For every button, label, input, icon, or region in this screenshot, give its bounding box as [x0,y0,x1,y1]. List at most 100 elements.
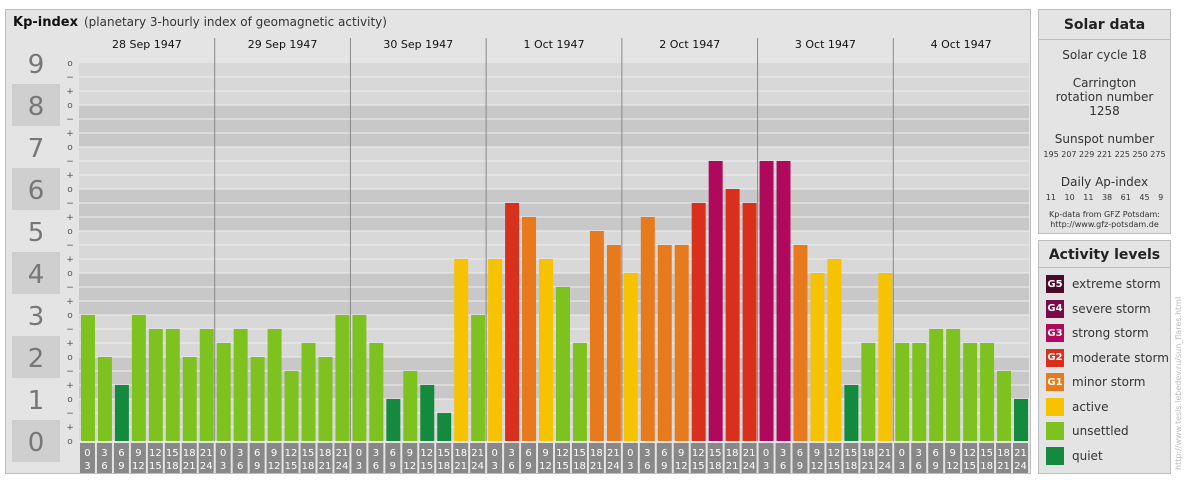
interval-start-label: 21 [607,448,620,459]
activity-level-label: extreme storm [1072,277,1161,291]
kp-bar [352,315,367,441]
interval-start-label: 18 [454,448,467,459]
kp-bar [810,273,825,441]
ap-label: Daily Ap-index [1060,175,1149,189]
kp-bar [623,273,638,441]
solar-data-heading: Solar data [1063,17,1146,33]
interval-end-label: 18 [302,461,315,472]
chart-title: Kp-index (planetary 3-hourly index of geo… [13,15,387,30]
interval-end-label: 24 [878,461,891,472]
interval-start-label: 15 [845,448,858,459]
interval-start-label: 9 [814,448,820,459]
minor-tick-label: − [66,115,74,125]
interval-end-label: 24 [607,461,620,472]
interval-label-bg [351,443,367,473]
minor-tick-label: o [67,311,73,321]
interval-end-label: 6 [780,461,786,472]
interval-end-label: 12 [946,461,959,472]
interval-start-label: 12 [285,448,298,459]
interval-end-label: 21 [997,461,1010,472]
interval-label-bg [707,443,723,473]
interval-start-label: 3 [644,448,650,459]
interval-end-label: 9 [118,461,124,472]
interval-start-label: 12 [556,448,569,459]
interval-label-bg [385,443,401,473]
minor-tick-label: + [66,87,74,97]
minor-tick-label: + [66,339,74,349]
interval-label-bg [571,443,587,473]
interval-end-label: 18 [166,461,179,472]
minor-tick-label: + [66,381,74,391]
ap-values: 11 10 11 38 61 45 9 [1045,193,1164,202]
interval-end-label: 9 [661,461,667,472]
interval-start-label: 18 [861,448,874,459]
y-tick-label: 3 [28,302,45,332]
minor-tick-label: o [67,437,73,447]
interval-label-bg [673,443,689,473]
minor-tick-label: + [66,213,74,223]
interval-label-bg [979,443,995,473]
interval-end-label: 21 [726,461,739,472]
kp-bar [946,328,961,441]
y-label-band [12,378,60,420]
interval-label-bg [521,443,537,473]
interval-end-label: 18 [437,461,450,472]
day-label: 4 Oct 1947 [931,38,992,51]
kp-bar [708,160,723,441]
interval-end-label: 21 [454,461,467,472]
interval-end-label: 21 [590,461,603,472]
kp-bar [505,202,520,441]
kp-bar [182,357,197,441]
activity-level-item: G1 minor storm [1046,373,1145,391]
kp-bar [148,328,163,441]
interval-start-label: 6 [933,448,939,459]
interval-label-bg [470,443,486,473]
interval-start-label: 18 [726,448,739,459]
interval-start-label: 12 [828,448,841,459]
interval-start-label: 0 [627,448,633,459]
interval-end-label: 3 [763,461,769,472]
interval-label-bg [605,443,621,473]
interval-label-bg [1013,443,1028,473]
interval-end-label: 12 [539,461,552,472]
interval-start-label: 6 [390,448,396,459]
interval-start-label: 21 [336,448,349,459]
interval-label-bg [962,443,978,473]
minor-tick-label: − [66,325,74,335]
interval-label-bg [300,443,316,473]
interval-start-label: 6 [254,448,260,459]
kp-bar [284,370,299,441]
band-8 [79,63,1029,105]
interval-start-label: 21 [743,448,756,459]
interval-label-bg [368,443,384,473]
interval-label-bg [538,443,553,473]
minor-tick-label: − [66,157,74,167]
interval-start-label: 9 [949,448,955,459]
y-tick-label: 1 [28,386,45,416]
day-label: 2 Oct 1947 [659,38,720,51]
interval-label-bg [894,443,910,473]
interval-end-label: 21 [861,461,874,472]
activity-levels-panel: Activity levels G5 extreme storm G4 severe … [1038,240,1171,474]
interval-start-label: 6 [525,448,531,459]
interval-end-label: 12 [132,461,145,472]
interval-label-bg [266,443,282,473]
minor-tick-label: o [67,101,73,111]
chart-title-sub: (planetary 3-hourly index of geomagnetic… [84,15,387,29]
interval-end-label: 6 [508,461,514,472]
kp-bar [912,343,927,441]
interval-start-label: 3 [101,448,107,459]
activity-level-label: active [1072,399,1109,414]
kp-bar [640,217,655,441]
kp-bar [742,202,757,441]
minor-tick-label: o [67,353,73,363]
band-6 [79,147,1029,189]
interval-start-label: 15 [980,448,993,459]
interval-start-label: 9 [407,448,413,459]
kp-bar [488,259,503,441]
interval-end-label: 15 [420,461,433,472]
activity-levels-heading: Activity levels [1048,247,1161,263]
kp-bar [454,259,469,441]
kp-bar [674,244,689,441]
interval-start-label: 18 [590,448,603,459]
